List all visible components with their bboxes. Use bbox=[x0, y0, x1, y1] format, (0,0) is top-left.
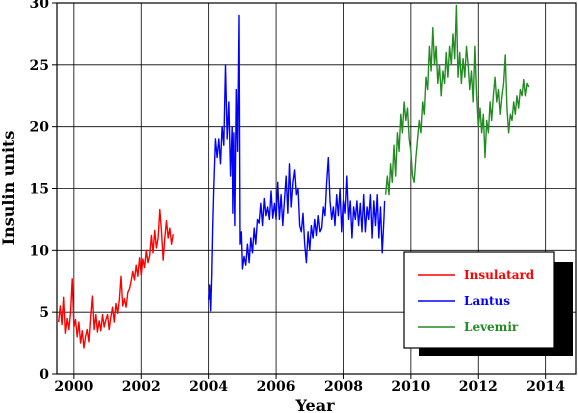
x-axis-label: Year bbox=[294, 396, 335, 413]
y-tick-label: 30 bbox=[30, 0, 50, 12]
x-tick-label: 2012 bbox=[459, 379, 498, 395]
legend-label-insulatard: Insulatard bbox=[464, 268, 535, 282]
x-tick-label: 2010 bbox=[391, 379, 430, 395]
series-line-insulatard bbox=[58, 208, 174, 349]
x-tick-label: 2008 bbox=[324, 379, 363, 395]
y-tick-label: 15 bbox=[30, 182, 49, 198]
x-tick-label: 2006 bbox=[257, 379, 296, 395]
x-tick-label: 2014 bbox=[526, 379, 565, 395]
y-tick-label: 20 bbox=[30, 120, 50, 136]
y-axis-label: Insulin units bbox=[0, 131, 18, 246]
y-tick-label: 25 bbox=[30, 58, 49, 74]
y-tick-label: 5 bbox=[39, 305, 49, 321]
series-line-lantus bbox=[208, 14, 386, 312]
y-tick-label: 10 bbox=[30, 243, 50, 259]
legend-label-levemir: Levemir bbox=[464, 320, 519, 334]
x-tick-label: 2000 bbox=[54, 379, 93, 395]
legend-label-lantus: Lantus bbox=[464, 294, 510, 308]
series-layer bbox=[58, 4, 530, 349]
y-tick-label: 0 bbox=[39, 367, 49, 383]
grid bbox=[57, 2, 576, 375]
x-tick-label: 2004 bbox=[189, 379, 228, 395]
legend: Insulatard Lantus Levemir bbox=[403, 251, 573, 356]
x-tick-label: 2002 bbox=[122, 379, 161, 395]
legend-entries: Insulatard Lantus Levemir bbox=[418, 268, 535, 334]
legend-box bbox=[403, 251, 555, 349]
axis-ticks: 2000 2002 2004 2006 2008 2010 2012 2014 0 5 10 15 20… bbox=[30, 0, 566, 395]
series-line-levemir bbox=[384, 4, 530, 196]
